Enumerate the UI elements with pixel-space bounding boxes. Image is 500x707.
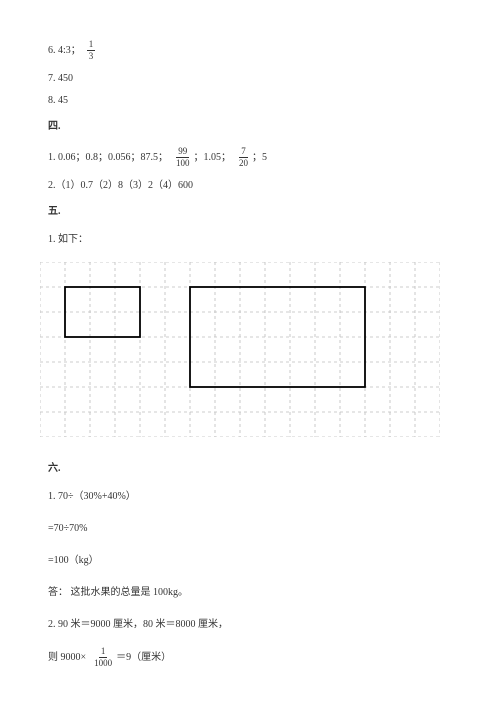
section-4-line-2: 2.（1）0.7（2）8（3）2（4）600 (48, 178, 452, 194)
line-6: 6. 4:3； 1 3 (48, 40, 452, 61)
line-6-fraction: 1 3 (87, 40, 96, 61)
s4l1-part2: ；1.05； (194, 150, 232, 166)
grid-figure (40, 262, 452, 443)
section-5-line-1: 1. 如下： (48, 232, 452, 248)
s4l1-fraction-2: 7 20 (237, 147, 250, 168)
grid-svg (40, 262, 440, 437)
fraction-denominator: 1000 (92, 658, 114, 668)
line-7: 7. 450 (48, 71, 452, 87)
s6l6-part1: 则 9000× (48, 650, 86, 666)
fraction-numerator: 1 (87, 40, 96, 51)
section-6-heading: 六. (48, 461, 452, 477)
s4l1-fraction-1: 99 100 (174, 147, 192, 168)
fraction-numerator: 1 (99, 647, 108, 658)
fraction-numerator: 99 (176, 147, 189, 158)
fraction-denominator: 3 (87, 51, 96, 61)
fraction-denominator: 20 (237, 158, 250, 168)
section-6-line-4: 答： 这批水果的总量是 100kg。 (48, 585, 452, 601)
line-8: 8. 45 (48, 93, 452, 109)
section-6-line-5: 2. 90 米＝9000 厘米，80 米＝8000 厘米， (48, 617, 452, 633)
s4l1-part1: 1. 0.06；0.8；0.056；87.5； (48, 150, 168, 166)
section-6-line-2: =70÷70% (48, 521, 452, 537)
section-5-heading: 五. (48, 204, 452, 220)
fraction-denominator: 100 (174, 158, 192, 168)
section-4-heading: 四. (48, 119, 452, 135)
section-4-line-1: 1. 0.06；0.8；0.056；87.5； 99 100 ；1.05； 7 … (48, 147, 452, 168)
fraction-numerator: 7 (239, 147, 248, 158)
section-6-line-6: 则 9000× 1 1000 ＝9（厘米） (48, 647, 452, 668)
section-6-line-3: =100（kg） (48, 553, 452, 569)
s6l6-fraction: 1 1000 (92, 647, 114, 668)
s4l1-part3: ；5 (252, 150, 267, 166)
section-6-line-1: 1. 70÷（30%+40%） (48, 489, 452, 505)
line-6-text: 6. 4:3； (48, 43, 81, 59)
s6l6-part2: ＝9（厘米） (116, 650, 171, 666)
